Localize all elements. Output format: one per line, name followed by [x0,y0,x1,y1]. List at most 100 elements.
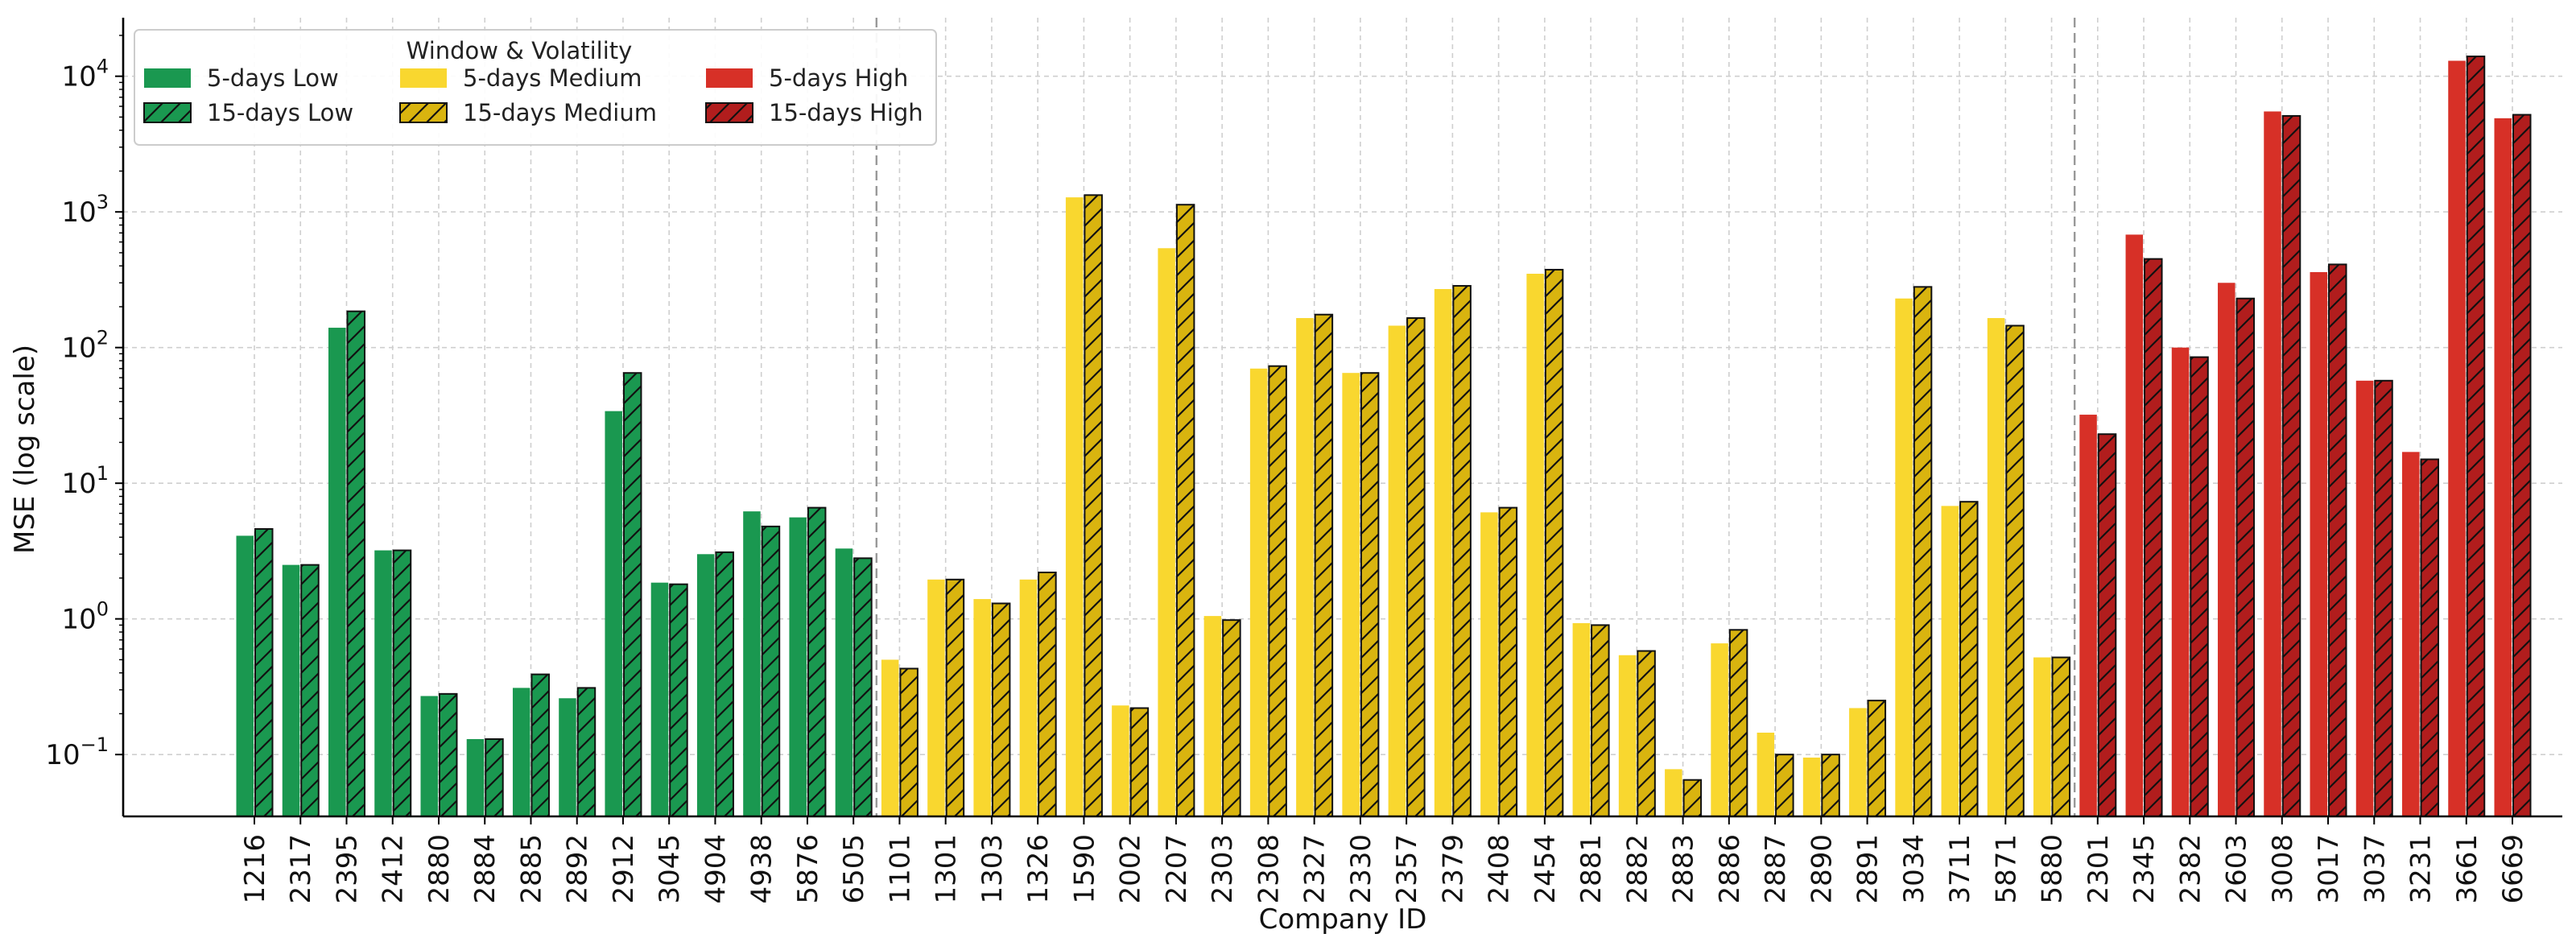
bar-5days-2881 [1572,622,1591,816]
bar-5days-5876 [789,517,807,816]
bar-5days-3034 [1895,298,1913,817]
bar-5days-4938 [743,511,761,816]
y-tick-exponent: 2 [97,327,109,349]
bar-5days-5871 [1987,318,2005,816]
x-tick-label: 2454 [1530,834,1562,904]
x-tick-label: 2308 [1253,834,1285,904]
x-tick-label: 2002 [1115,834,1147,904]
bar-15days-hatch-2890 [1821,754,1840,818]
x-tick-label: 3008 [2267,834,2299,904]
y-axis-label: MSE (log scale) [9,345,41,554]
y-tick-label: 104 [61,56,109,93]
x-tick-label: 3037 [2359,834,2391,904]
legend-title: Window & Volatility [407,37,633,64]
bar-5days-2890 [1802,757,1821,816]
bar-15days-hatch-2408 [1498,506,1518,818]
bar-15days-hatch-2454 [1544,268,1564,817]
bar-15days-hatch-2880 [438,692,458,817]
x-tick-label: 2887 [1760,834,1792,904]
x-tick-label: 2379 [1437,834,1469,904]
bar-15days-hatch-4904 [715,551,734,817]
bar-15days-hatch-3045 [669,583,688,817]
bar-15days-hatch-3231 [2420,458,2440,817]
x-tick-label: 3034 [1898,834,1930,904]
x-tick-label: 5880 [2037,834,2069,904]
x-tick-label: 1303 [976,834,1009,904]
bar-15days-hatch-3008 [2281,114,2301,817]
bar-15days-hatch-3037 [2374,379,2393,818]
bar-15days-hatch-2330 [1360,372,1380,817]
bar-15days-hatch-1326 [1038,571,1057,817]
y-tick-label: 10−1 [45,733,109,771]
bar-5days-2880 [420,696,438,816]
x-tick-label: 2603 [2221,834,2253,904]
x-tick-label: 6505 [838,834,870,904]
x-axis-label: Company ID [1259,903,1427,936]
x-tick-label: 5871 [1990,834,2022,904]
legend-label: 5-days High [769,64,908,92]
bar-5days-4904 [696,554,715,816]
legend-swatch-hatch [705,102,753,123]
y-tick-label: 103 [61,191,109,229]
y-tick-base: 10 [61,604,96,636]
x-tick-label: 4904 [700,834,732,904]
bar-5days-1303 [973,599,991,816]
bar-5days-2308 [1249,368,1268,816]
bar-15days-hatch-2412 [392,549,412,817]
bar-5days-2395 [328,328,346,816]
x-tick-label: 5876 [792,834,824,904]
x-tick-label: 3017 [2313,834,2345,904]
group-dividers [875,18,2076,816]
bar-15days-hatch-1216 [254,528,274,818]
x-tick-label: 2303 [1207,834,1239,904]
x-tick-label: 2880 [423,834,456,904]
x-tick-label: 1301 [931,834,963,904]
y-tick-base: 10 [61,333,96,365]
x-tick-label: 2886 [1714,834,1746,904]
bar-5days-1216 [236,535,254,816]
legend-entry-15-days-low: 15-days Low [143,99,353,126]
legend-swatch-hatch [143,102,192,123]
y-tick-label: 102 [61,327,109,365]
bar-15days-hatch-5871 [2005,324,2025,818]
legend-entries: 5-days Low 15-days Low 5-days Medium 15-day… [143,64,923,126]
legend-label: 15-days High [769,99,923,126]
bar-5days-2330 [1342,373,1360,817]
bar-5days-2327 [1296,318,1314,816]
bar-15days-hatch-1303 [991,602,1011,818]
x-tick-label: 3045 [654,834,686,904]
x-tick-label: 1590 [1068,834,1100,904]
bar-5days-3231 [2402,452,2420,816]
y-tick-label: 100 [61,598,109,636]
x-tick-label: 1101 [884,834,916,904]
bar-5days-2345 [2125,234,2144,816]
bar-5days-2357 [1388,325,1406,816]
bar-15days-hatch-2207 [1175,204,1195,817]
y-tick-base: 10 [61,61,96,93]
bar-5days-1101 [881,659,899,816]
bar-15days-hatch-2395 [346,310,365,818]
bar-15days-hatch-3661 [2466,56,2486,817]
x-tick-labels: 1216 2317 2395 2412 2880 2884 2885 2892 2912 3045… [239,816,2529,904]
y-tick-label: 101 [61,462,109,500]
bar-5days-6669 [2494,118,2512,817]
bar-5days-2408 [1480,512,1498,816]
y-tick-base: 10 [61,196,96,229]
bar-15days-hatch-1301 [945,578,965,817]
legend-swatch [144,68,191,88]
x-tick-label: 2207 [1161,834,1193,904]
x-tick-label: 2327 [1299,834,1331,904]
x-tick-label: 2408 [1484,834,1516,904]
bars [236,56,2532,818]
x-tick-label: 2891 [1852,834,1885,904]
legend-entry-15-days-medium: 15-days Medium [399,99,657,126]
bar-15days-hatch-2379 [1452,285,1472,818]
x-tick-label: 2412 [378,834,410,904]
bar-15days-hatch-2886 [1728,629,1748,817]
bar-15days-hatch-2301 [2097,433,2117,817]
bar-15days-hatch-2603 [2235,297,2256,818]
x-tick-label: 1326 [1022,834,1055,904]
bar-15days-hatch-1101 [899,667,919,817]
bar-5days-2301 [2079,415,2097,816]
bar-5days-2382 [2171,347,2190,817]
